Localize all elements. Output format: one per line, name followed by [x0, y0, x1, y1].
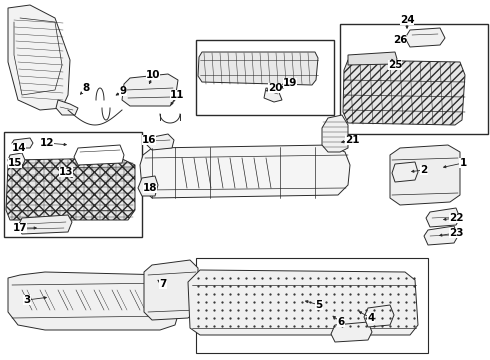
Polygon shape: [74, 145, 124, 165]
Text: 25: 25: [388, 60, 402, 70]
Polygon shape: [392, 162, 418, 182]
Polygon shape: [322, 115, 348, 152]
Bar: [196, 258, 428, 353]
Text: 12: 12: [40, 138, 54, 148]
Polygon shape: [264, 88, 282, 102]
Polygon shape: [364, 305, 394, 327]
Text: 7: 7: [159, 279, 167, 289]
Text: 5: 5: [316, 300, 322, 310]
Polygon shape: [8, 5, 70, 110]
Text: 20: 20: [268, 83, 282, 93]
Polygon shape: [426, 208, 460, 227]
Text: 2: 2: [420, 165, 428, 175]
Polygon shape: [343, 60, 465, 125]
Text: 4: 4: [368, 313, 375, 323]
Bar: [340, 24, 488, 134]
Text: 9: 9: [120, 86, 126, 96]
Polygon shape: [8, 272, 178, 330]
Text: 1: 1: [460, 158, 466, 168]
Polygon shape: [12, 138, 33, 148]
Text: 6: 6: [338, 317, 344, 327]
Text: 8: 8: [82, 83, 90, 93]
Text: 14: 14: [12, 143, 26, 153]
Bar: [4, 132, 142, 237]
Text: 22: 22: [449, 213, 463, 223]
Text: 15: 15: [8, 158, 22, 168]
Polygon shape: [8, 153, 25, 167]
Text: 19: 19: [283, 78, 297, 88]
Text: 21: 21: [345, 135, 359, 145]
Polygon shape: [6, 158, 135, 220]
Polygon shape: [18, 215, 72, 234]
Polygon shape: [405, 28, 445, 47]
Polygon shape: [390, 145, 460, 205]
Polygon shape: [348, 52, 397, 65]
Bar: [196, 40, 334, 115]
Polygon shape: [424, 226, 458, 245]
Text: 11: 11: [170, 90, 184, 100]
Text: 13: 13: [59, 167, 73, 177]
Polygon shape: [331, 322, 372, 342]
Polygon shape: [56, 100, 78, 115]
Polygon shape: [198, 52, 318, 85]
Text: 24: 24: [400, 15, 415, 25]
Text: 3: 3: [24, 295, 31, 305]
Text: 18: 18: [143, 183, 157, 193]
Polygon shape: [144, 260, 198, 320]
Polygon shape: [188, 270, 418, 335]
Text: 10: 10: [146, 70, 160, 80]
Polygon shape: [146, 134, 174, 150]
Text: 26: 26: [393, 35, 407, 45]
Text: 16: 16: [142, 135, 156, 145]
Text: 23: 23: [449, 228, 463, 238]
Polygon shape: [122, 74, 178, 106]
Polygon shape: [140, 145, 350, 198]
Text: 17: 17: [13, 223, 27, 233]
Polygon shape: [138, 176, 158, 196]
